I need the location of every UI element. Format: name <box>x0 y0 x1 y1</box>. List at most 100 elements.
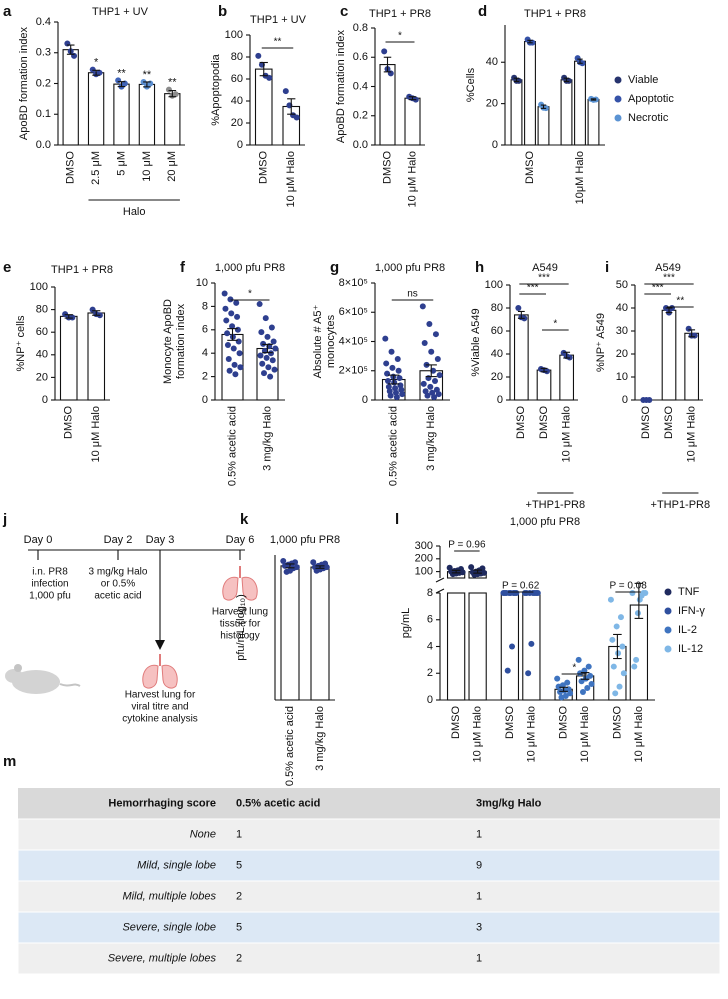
bar <box>536 369 552 401</box>
data-point <box>236 350 243 357</box>
y-tick-label: 100 <box>415 566 433 578</box>
x-tick-label: 10 μM <box>141 151 153 182</box>
data-point <box>579 688 586 695</box>
significance-label: *** <box>527 283 539 294</box>
significance-label: *** <box>652 283 664 294</box>
data-point <box>235 338 242 345</box>
bar <box>446 592 466 701</box>
table-cell: 2 <box>236 952 242 964</box>
data-point <box>515 305 522 311</box>
x-tick-label: 10 μM Halo <box>686 406 698 462</box>
legend-label: TNF <box>678 586 700 598</box>
y-tick-label: 20 <box>491 371 503 383</box>
timeline-note: or 0.5% <box>101 579 136 590</box>
data-point <box>233 299 240 306</box>
y-tick-label: 40 <box>36 349 48 361</box>
significance-label: * <box>398 31 402 42</box>
timeline-note: tissue for <box>220 619 261 630</box>
mouse-icon <box>5 664 81 694</box>
y-axis-label: pg/mL <box>400 608 412 639</box>
panel-letter: c <box>340 3 348 20</box>
bar <box>510 79 523 146</box>
significance-label: * <box>572 663 576 674</box>
data-point <box>263 354 270 361</box>
x-tick-label: DMSO <box>515 406 527 439</box>
bar <box>87 312 106 401</box>
chart-title: 1,000 pfu PR8 <box>270 534 340 546</box>
timeline-note: histology <box>220 631 259 642</box>
bar <box>524 41 536 146</box>
chart-title: THP1 + PR8 <box>524 8 586 20</box>
timeline-note: viral titre and <box>131 702 188 713</box>
panel-letter: d <box>478 3 487 20</box>
x-tick-label: DMSO <box>538 406 550 439</box>
x-tick-label: DMSO <box>504 706 516 739</box>
bar <box>629 604 649 701</box>
data-point <box>420 380 427 387</box>
y-tick-label: 2×10⁵ <box>339 365 368 377</box>
timeline-note: i.n. PR8 <box>32 567 68 578</box>
y-axis-label: ApoBD formation index <box>335 29 347 143</box>
legend-swatch <box>614 114 622 122</box>
y-tick-label: 0.6 <box>353 51 368 63</box>
y-axis-label: ApoBD formation index <box>18 26 30 140</box>
x-tick-label: 10 μM Halo <box>285 151 297 207</box>
data-point <box>419 303 426 310</box>
data-point <box>269 357 276 364</box>
significance-label: * <box>553 319 557 330</box>
timeline-note: 1,000 pfu <box>29 591 71 602</box>
chart-title: A549 <box>655 262 681 274</box>
y-axis-label: pfu/mL (log₁₀) <box>235 594 247 661</box>
y-tick-label: 30 <box>616 325 628 337</box>
x-tick-label: DMSO <box>381 151 393 184</box>
y-tick-label: 0.2 <box>36 77 51 89</box>
table-row-bg <box>17 911 721 944</box>
data-point <box>503 590 510 596</box>
x-tick-label: 10 μM Halo <box>579 706 591 762</box>
data-point <box>230 345 237 352</box>
y-tick-label: 0.4 <box>353 80 368 92</box>
chart-title: THP1 + PR8 <box>369 8 431 20</box>
x-tick-label: DMSO <box>663 406 675 439</box>
y-tick-label: 20 <box>36 371 48 383</box>
legend-swatch <box>614 95 622 103</box>
data-point <box>384 377 391 384</box>
data-point <box>619 643 626 650</box>
data-point <box>282 88 289 95</box>
y-tick-label: 60 <box>36 326 48 338</box>
group-label: Halo <box>123 206 146 218</box>
data-point <box>587 672 594 679</box>
data-point <box>147 80 154 87</box>
data-point <box>636 596 643 603</box>
panel-letter: f <box>180 259 186 276</box>
significance-label: ** <box>274 37 282 48</box>
table-cell: Mild, multiple lobes <box>122 890 216 902</box>
x-tick-label: 10μM Halo <box>574 151 586 204</box>
y-tick-label: 0 <box>622 394 628 406</box>
table-row-bg <box>17 818 721 851</box>
bar <box>513 314 529 401</box>
legend-label: IFN-γ <box>678 605 705 617</box>
table-header-cell: 0.5% acetic acid <box>236 797 320 809</box>
y-tick-label: 0 <box>202 394 208 406</box>
bar <box>164 93 181 146</box>
y-tick-label: 80 <box>491 302 503 314</box>
data-point <box>504 667 511 674</box>
y-tick-label: 100 <box>30 281 48 293</box>
panel-letter: h <box>475 259 484 276</box>
chart-title: THP1 + PR8 <box>51 264 113 276</box>
significance-label: P = 0.62 <box>502 581 540 592</box>
y-tick-label: 0 <box>42 394 48 406</box>
data-point <box>387 392 394 399</box>
data-point <box>399 391 406 398</box>
y-tick-label: 10 <box>616 371 628 383</box>
significance-label: ** <box>143 69 152 81</box>
data-point <box>262 315 269 322</box>
legend-swatch <box>614 76 622 84</box>
y-tick-label: 80 <box>36 304 48 316</box>
data-point <box>620 670 627 677</box>
table-cell: 1 <box>476 890 482 902</box>
data-point <box>165 86 172 93</box>
data-point <box>468 564 475 571</box>
y-axis-label: Monocyte ApoBD <box>162 299 174 384</box>
